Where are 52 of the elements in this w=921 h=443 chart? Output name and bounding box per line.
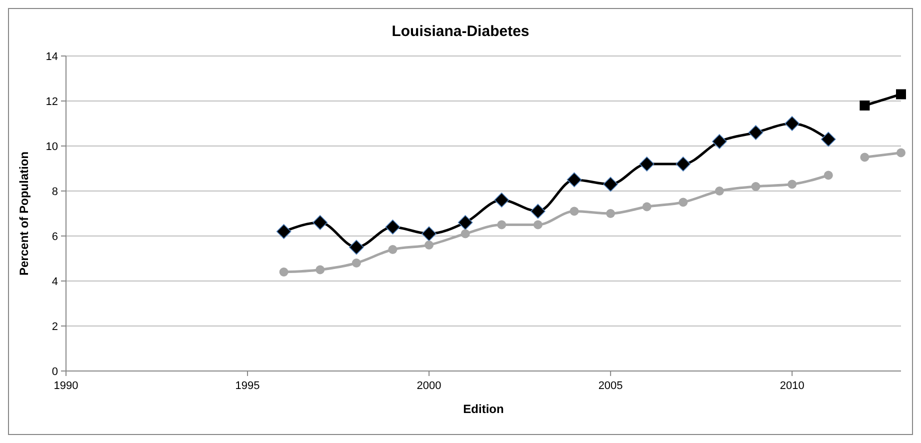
point: [824, 170, 833, 180]
point: [896, 148, 906, 158]
point: [497, 220, 506, 230]
y-tick-label: 10: [46, 141, 58, 153]
point: [460, 229, 470, 238]
point: [820, 132, 836, 147]
point: [788, 180, 797, 189]
y-tick-label: 6: [52, 231, 58, 243]
point: [385, 220, 400, 234]
x-axis-title: Edition: [463, 402, 504, 416]
point: [312, 215, 328, 230]
x-tick-label: 2010: [780, 380, 804, 392]
x-tick-label: 1990: [54, 380, 78, 392]
point: [751, 182, 760, 191]
point: [566, 172, 582, 188]
point: [276, 224, 292, 239]
y-tick-label: 2: [52, 321, 58, 333]
point: [676, 156, 691, 172]
point: [603, 176, 618, 192]
y-tick-label: 12: [46, 96, 58, 108]
point: [712, 134, 727, 149]
point: [714, 186, 724, 196]
y-tick-label: 14: [46, 51, 58, 63]
x-tick-label: 2000: [416, 380, 442, 392]
point: [424, 240, 434, 250]
point: [458, 215, 473, 230]
point: [639, 156, 654, 172]
point: [494, 192, 510, 208]
point: [606, 209, 616, 218]
point: [784, 116, 800, 131]
point: [530, 204, 546, 219]
y-tick-label: 8: [52, 186, 58, 198]
point: [422, 226, 436, 242]
x-tick-label: 2005: [598, 380, 623, 392]
chart-title: Louisiana-Diabetes: [392, 23, 530, 40]
point: [860, 152, 870, 162]
point: [860, 100, 870, 110]
point: [533, 220, 542, 230]
point: [316, 265, 325, 274]
point: [349, 240, 364, 255]
y-tick-label: 0: [52, 366, 58, 378]
x-tick-label: 1995: [235, 380, 260, 392]
point: [388, 245, 398, 254]
point: [642, 202, 652, 212]
point: [570, 206, 579, 216]
y-axis-title: Percent of Population: [17, 151, 31, 276]
point: [279, 268, 288, 276]
y-tick-label: 4: [52, 276, 58, 288]
point: [748, 125, 764, 140]
point: [896, 89, 906, 100]
point: [678, 198, 688, 207]
point: [352, 258, 361, 268]
